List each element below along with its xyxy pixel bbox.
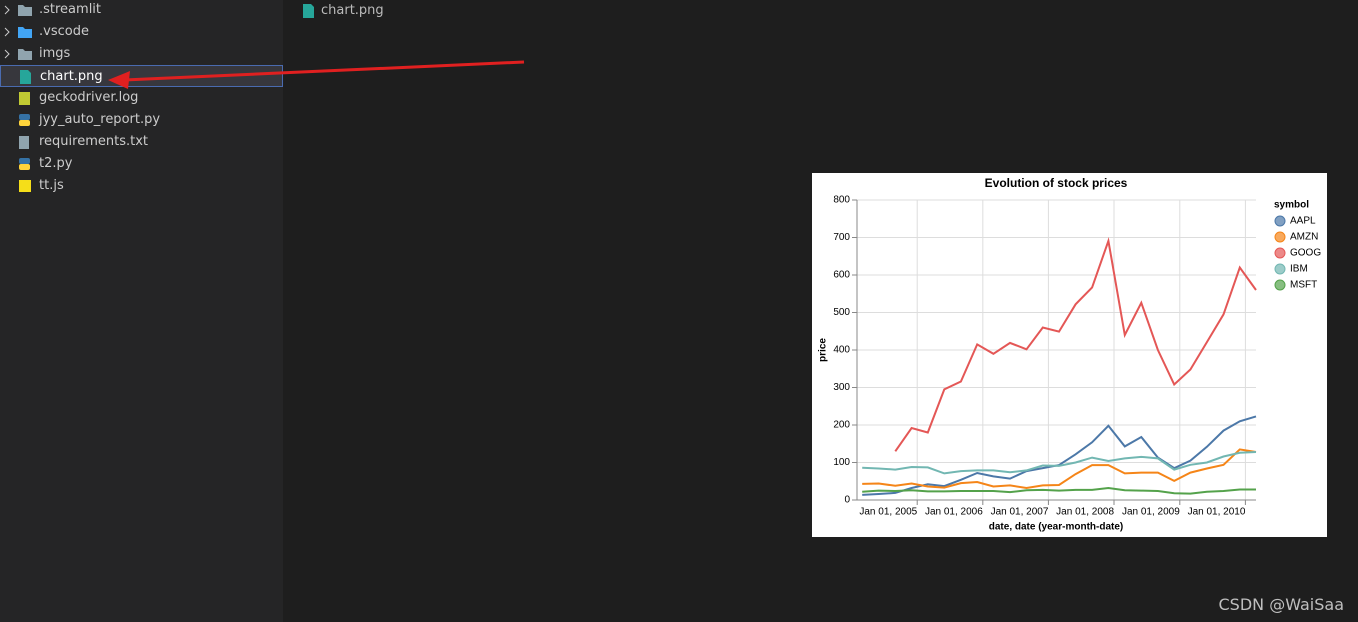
annotation-arrow	[108, 60, 525, 89]
legend-swatch	[1274, 263, 1286, 275]
tree-item[interactable]: requirements.txt	[0, 131, 283, 153]
tree-item[interactable]: imgs	[0, 43, 283, 65]
x-tick-label: Jan 01, 2008	[1056, 507, 1114, 518]
tree-item[interactable]: .streamlit	[0, 0, 283, 21]
series-line	[862, 486, 1256, 495]
item-label: t2.py	[39, 156, 73, 171]
tree-item[interactable]: .vscode	[0, 21, 283, 43]
y-tick-label: 400	[833, 345, 850, 356]
item-label: .streamlit	[39, 2, 102, 17]
explorer: .streamlit .vscode imgs chart.png geckod…	[0, 0, 283, 622]
tab-label: chart.png	[321, 3, 384, 18]
legend-label: AMZN	[1290, 232, 1318, 243]
y-tick-label: 100	[833, 457, 850, 468]
legend-swatch	[1274, 231, 1286, 243]
y-tick-label: 300	[833, 382, 850, 393]
x-tick-label: Jan 01, 2005	[859, 507, 917, 518]
legend-label: IBM	[1290, 264, 1308, 275]
watermark: CSDN @WaiSaa	[1218, 595, 1344, 614]
tree-item[interactable]: jyy_auto_report.py	[0, 109, 283, 131]
item-label: .vscode	[39, 24, 89, 39]
legend-label: GOOG	[1290, 248, 1321, 259]
x-tick-label: Jan 01, 2007	[991, 507, 1049, 518]
tree-item[interactable]: geckodriver.log	[0, 87, 283, 109]
y-tick-label: 200	[833, 420, 850, 431]
y-tick-label: 600	[833, 270, 850, 281]
legend-label: AAPL	[1290, 216, 1316, 227]
x-tick-label: Jan 01, 2006	[925, 507, 983, 518]
legend-swatch	[1274, 247, 1286, 259]
legend-swatch	[1274, 215, 1286, 227]
y-tick-label: 700	[833, 232, 850, 243]
legend-label: MSFT	[1290, 280, 1317, 291]
legend-swatch	[1274, 279, 1286, 291]
item-label: geckodriver.log	[39, 90, 139, 105]
y-axis-label: price	[818, 338, 829, 362]
item-label: imgs	[39, 46, 71, 61]
series-line	[894, 236, 1257, 452]
x-tick-label: Jan 01, 2010	[1188, 507, 1246, 518]
tree-item[interactable]: t2.py	[0, 153, 283, 175]
item-label: jyy_auto_report.py	[39, 112, 161, 127]
series-line	[862, 451, 1257, 475]
item-label: chart.png	[40, 69, 103, 84]
tree-item-selected[interactable]: chart.png	[0, 65, 283, 87]
editor-tab[interactable]: chart.png	[300, 0, 384, 22]
chart: Evolution of stock prices date, date (ye…	[812, 173, 1327, 537]
item-label: requirements.txt	[39, 134, 149, 149]
x-tick-label: Jan 01, 2009	[1122, 507, 1180, 518]
series-line	[862, 448, 1257, 490]
tree-item[interactable]: tt.js	[0, 175, 283, 197]
chart-title: Evolution of stock prices	[985, 176, 1128, 190]
y-tick-label: 800	[833, 195, 850, 206]
series-line	[862, 415, 1257, 496]
y-tick-label: 0	[844, 495, 850, 506]
item-label: tt.js	[39, 178, 64, 193]
legend-title: symbol	[1274, 200, 1309, 211]
y-tick-label: 500	[833, 307, 850, 318]
x-axis-label: date, date (year-month-date)	[989, 522, 1123, 533]
